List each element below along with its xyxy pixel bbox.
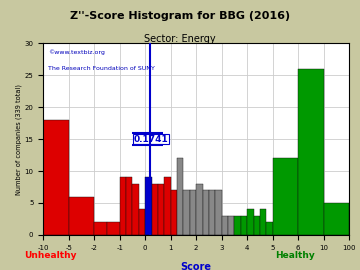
Bar	[241, 216, 247, 235]
Bar	[190, 190, 196, 235]
Text: ©www.textbiz.org: ©www.textbiz.org	[48, 49, 105, 55]
Text: Sector: Energy: Sector: Energy	[144, 34, 216, 44]
Bar	[203, 190, 209, 235]
Bar	[253, 216, 260, 235]
Bar	[43, 120, 69, 235]
Bar	[298, 69, 324, 235]
Bar	[215, 190, 222, 235]
Bar	[266, 222, 273, 235]
Bar	[228, 216, 234, 235]
Text: Unhealthy: Unhealthy	[24, 251, 77, 260]
Bar	[324, 203, 349, 235]
Bar	[69, 197, 94, 235]
Bar	[139, 209, 145, 235]
Bar	[94, 222, 107, 235]
Text: The Research Foundation of SUNY: The Research Foundation of SUNY	[48, 66, 155, 71]
Y-axis label: Number of companies (339 total): Number of companies (339 total)	[15, 83, 22, 195]
Bar	[126, 177, 132, 235]
Bar	[107, 222, 120, 235]
Bar	[145, 177, 152, 235]
Bar	[273, 158, 298, 235]
Bar	[196, 184, 203, 235]
Bar	[234, 216, 241, 235]
Text: 0.1741: 0.1741	[134, 134, 168, 144]
Bar	[247, 209, 253, 235]
Bar	[209, 190, 215, 235]
Bar	[222, 216, 228, 235]
Bar	[171, 190, 177, 235]
Text: Z''-Score Histogram for BBG (2016): Z''-Score Histogram for BBG (2016)	[70, 11, 290, 21]
Text: Healthy: Healthy	[275, 251, 315, 260]
Bar	[132, 184, 139, 235]
X-axis label: Score: Score	[181, 262, 212, 270]
Bar	[184, 190, 190, 235]
Bar	[177, 158, 184, 235]
Bar	[152, 184, 158, 235]
Bar	[158, 184, 164, 235]
Bar	[120, 177, 126, 235]
Bar	[164, 177, 171, 235]
Bar	[260, 209, 266, 235]
